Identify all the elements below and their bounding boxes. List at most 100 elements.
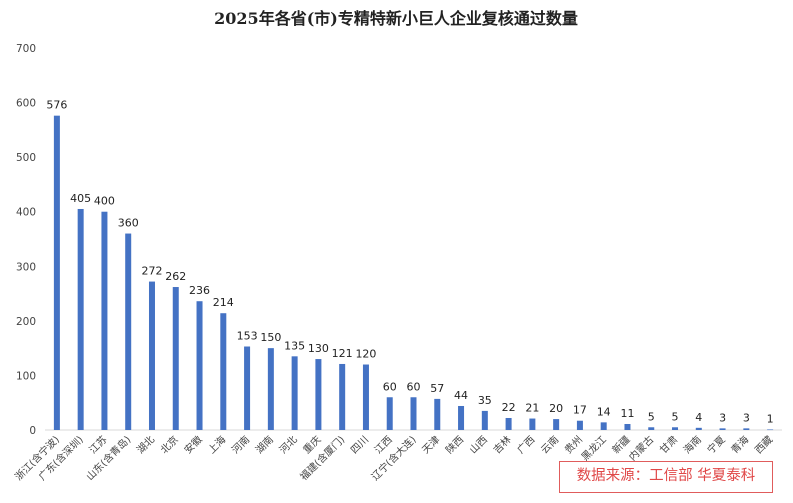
bar xyxy=(267,348,274,430)
bar xyxy=(125,233,132,430)
x-tick-label: 黑龙江 xyxy=(578,433,608,463)
bar xyxy=(719,428,726,430)
bar xyxy=(695,427,702,430)
y-axis-ticks: 0 100 200 300 400 500 600 700 xyxy=(16,43,36,437)
bar xyxy=(624,423,631,430)
bar xyxy=(148,281,155,430)
data-label: 5 xyxy=(672,410,679,423)
data-label: 400 xyxy=(94,195,115,208)
x-tick-label: 内蒙古 xyxy=(626,433,656,463)
x-tick-label: 宁夏 xyxy=(704,433,727,456)
y-tick-label: 700 xyxy=(16,43,36,55)
bars xyxy=(53,115,774,431)
x-tick-label: 甘肃 xyxy=(657,433,680,456)
data-label: 130 xyxy=(308,342,329,355)
x-tick-label: 西藏 xyxy=(753,434,776,457)
data-label: 57 xyxy=(430,382,444,395)
data-label: 44 xyxy=(454,389,468,402)
x-tick-label: 河北 xyxy=(277,434,300,457)
x-tick-label: 福建(含厦门) xyxy=(297,433,347,483)
bar xyxy=(53,115,60,430)
chart-title: 2025年各省(市)专精特新小巨人企业复核通过数量 xyxy=(214,9,578,28)
y-tick-label: 600 xyxy=(16,98,36,110)
bar xyxy=(196,301,203,430)
data-label: 17 xyxy=(573,404,587,417)
data-label: 576 xyxy=(46,99,67,112)
bar xyxy=(458,405,465,430)
data-label: 135 xyxy=(284,339,305,352)
data-label: 150 xyxy=(260,331,281,344)
data-label: 236 xyxy=(189,284,210,297)
x-tick-label: 广西 xyxy=(515,434,538,457)
bar xyxy=(386,397,393,430)
data-label: 35 xyxy=(478,394,492,407)
bar xyxy=(362,364,369,430)
x-tick-label: 吉林 xyxy=(490,433,513,456)
bar xyxy=(101,211,108,430)
bar xyxy=(315,359,322,430)
y-tick-label: 200 xyxy=(16,316,36,328)
data-label: 405 xyxy=(70,192,91,205)
bar xyxy=(672,427,679,430)
x-tick-label: 陕西 xyxy=(443,433,466,456)
x-tick-label: 湖北 xyxy=(134,434,157,457)
bar xyxy=(77,208,84,430)
x-tick-label: 天津 xyxy=(420,434,443,457)
source-note: 数据来源：工信部 华夏泰科 xyxy=(559,461,773,493)
data-label: 120 xyxy=(355,348,376,361)
bar xyxy=(553,419,560,430)
data-label: 3 xyxy=(743,411,750,424)
data-label: 214 xyxy=(213,296,234,309)
data-label: 60 xyxy=(407,380,421,393)
data-label: 272 xyxy=(141,265,162,278)
data-label: 14 xyxy=(597,405,611,418)
x-tick-label: 四川 xyxy=(349,434,371,456)
y-tick-label: 0 xyxy=(29,425,36,437)
y-tick-label: 400 xyxy=(16,207,36,219)
bar xyxy=(600,422,607,430)
x-tick-label: 上海 xyxy=(205,433,228,456)
data-label: 121 xyxy=(332,347,353,360)
x-tick-label: 安徽 xyxy=(181,433,204,456)
data-label: 21 xyxy=(525,402,539,415)
x-tick-label: 辽宁(含大连) xyxy=(369,433,419,483)
y-tick-label: 500 xyxy=(16,152,36,164)
bar xyxy=(172,287,179,430)
data-label: 22 xyxy=(502,401,516,414)
x-tick-label: 山东(含青岛) xyxy=(83,433,133,483)
data-label: 60 xyxy=(383,380,397,393)
data-label: 360 xyxy=(118,217,139,230)
bar xyxy=(529,418,536,430)
data-label: 3 xyxy=(719,411,726,424)
bar xyxy=(291,356,298,430)
x-tick-label: 海南 xyxy=(681,433,704,456)
y-tick-label: 300 xyxy=(16,261,36,273)
data-label: 262 xyxy=(165,270,186,283)
bar xyxy=(244,346,251,430)
x-tick-label: 云南 xyxy=(538,433,561,456)
x-tick-label: 青海 xyxy=(728,433,751,456)
bar xyxy=(339,363,346,430)
bar xyxy=(743,428,750,430)
bar xyxy=(767,429,774,431)
data-label: 20 xyxy=(549,402,563,415)
data-label: 1 xyxy=(767,412,774,425)
x-tick-label: 山西 xyxy=(467,434,490,457)
bar xyxy=(410,397,417,430)
bar xyxy=(220,313,227,430)
bar xyxy=(434,398,441,430)
bar xyxy=(576,420,583,430)
data-label: 153 xyxy=(237,330,258,343)
bar xyxy=(648,427,655,430)
y-tick-label: 100 xyxy=(16,370,36,382)
data-label: 4 xyxy=(695,411,702,424)
x-tick-label: 河南 xyxy=(229,433,252,456)
data-label: 5 xyxy=(648,410,655,423)
x-tick-label: 湖南 xyxy=(253,433,276,456)
data-label: 11 xyxy=(620,407,634,420)
bar xyxy=(505,417,512,430)
x-tick-label: 北京 xyxy=(158,433,181,456)
bar xyxy=(481,410,488,430)
